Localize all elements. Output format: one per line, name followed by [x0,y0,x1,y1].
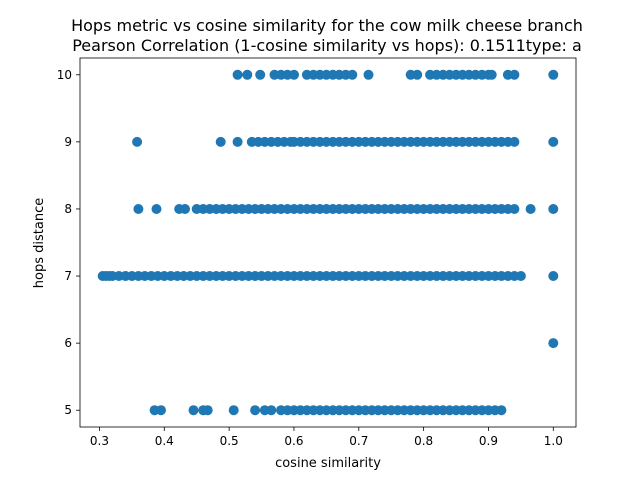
y-tick-label: 7 [64,269,72,283]
data-point [548,338,559,349]
data-point [548,69,559,80]
x-axis-label: cosine similarity [275,456,381,471]
data-point [509,204,520,214]
y-tick-label: 8 [64,202,72,216]
data-point [228,405,239,416]
x-tick-label: 0.6 [284,434,303,448]
y-axis-label: hops distance [32,198,47,288]
data-point [515,271,526,281]
data-point [232,69,243,80]
y-tick-label: 5 [64,403,72,417]
data-point [151,204,162,214]
data-point [525,204,536,214]
data-point [266,405,277,416]
data-point [347,69,358,80]
x-tick-label: 0.3 [90,434,109,448]
chart-subtitle: Pearson Correlation (1-cosine similarity… [72,36,582,55]
data-point [202,405,213,416]
data-point [255,69,266,80]
x-tick-label: 1.0 [544,434,563,448]
data-point [156,405,166,416]
data-point [363,69,374,80]
data-point [412,69,423,80]
data-point [132,136,143,147]
y-tick-label: 9 [64,135,72,149]
plot-frame [79,57,577,428]
x-tick-label: 0.7 [349,434,368,448]
data-point [486,69,497,80]
data-point [180,204,190,214]
chart-title: Hops metric vs cosine similarity for the… [71,16,583,35]
x-tick-label: 0.5 [220,434,239,448]
data-point [133,204,144,214]
x-tick-label: 0.9 [479,434,498,448]
y-tick-label: 6 [64,336,72,350]
data-point [289,69,299,80]
data-point [242,69,253,80]
data-point [250,405,261,416]
data-points [97,69,559,416]
data-point [232,136,243,147]
data-point [496,405,507,416]
data-point [548,204,559,214]
data-point [509,136,520,147]
x-tick-label: 0.4 [155,434,174,448]
y-axis-ticks: 5 6 7 8 9 10 [57,68,80,417]
data-point [548,136,559,147]
x-axis-ticks: 0.3 0.4 0.5 0.6 0.7 0.8 0.9 1.0 [90,427,563,448]
data-point [548,271,559,281]
y-tick-label: 10 [57,68,72,82]
data-point [188,405,199,416]
data-point [215,136,226,147]
data-point [509,69,520,80]
x-tick-label: 0.8 [414,434,433,448]
